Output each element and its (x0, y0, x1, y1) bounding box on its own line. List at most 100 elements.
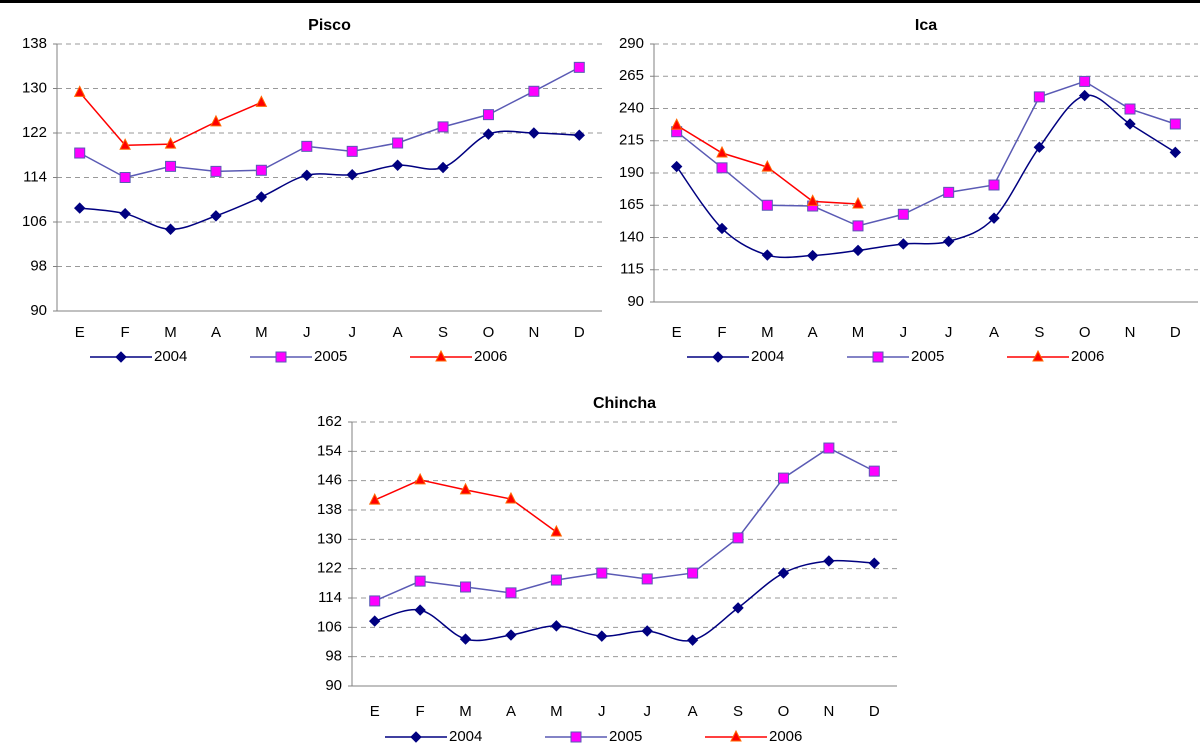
series-line (676, 80, 1176, 227)
y-tick-label: 290 (619, 35, 644, 52)
y-tick-label: 240 (619, 99, 644, 116)
x-tick-label: N (528, 324, 539, 341)
y-tick-label: 130 (22, 79, 47, 96)
x-tick-label: A (688, 703, 698, 720)
marker (482, 109, 494, 121)
y-tick-label: 154 (317, 442, 342, 459)
marker (988, 179, 1000, 191)
x-tick-label: E (75, 324, 85, 341)
y-tick-label: 90 (325, 677, 342, 694)
x-tick-label: O (778, 703, 790, 720)
marker (686, 634, 699, 646)
marker (716, 162, 728, 174)
marker (1078, 89, 1091, 102)
marker (1079, 75, 1091, 87)
y-tick-label: 122 (22, 124, 47, 141)
marker (570, 731, 582, 743)
legend-label: 2006 (474, 348, 507, 365)
marker (505, 587, 517, 599)
marker (255, 191, 268, 203)
x-tick-label: M (852, 324, 865, 341)
chart-title: Chincha (593, 395, 656, 412)
marker (573, 61, 585, 73)
y-tick-label: 115 (620, 261, 644, 278)
y-tick-label: 98 (30, 257, 47, 274)
x-tick-label: S (438, 324, 448, 341)
legend-label: 2005 (314, 348, 347, 365)
marker (852, 220, 864, 232)
marker (369, 595, 381, 607)
marker (165, 160, 177, 172)
marker (301, 140, 313, 152)
marker (550, 574, 562, 586)
legend-label: 2004 (751, 348, 784, 365)
series-line (374, 559, 875, 642)
marker (164, 137, 177, 149)
x-tick-label: N (823, 703, 834, 720)
marker (414, 472, 426, 485)
marker (777, 567, 790, 579)
marker (872, 351, 884, 363)
series-line (676, 94, 1176, 259)
marker (852, 244, 864, 257)
x-tick-label: E (672, 324, 682, 341)
x-tick-label: D (574, 324, 585, 341)
marker (255, 164, 267, 176)
marker (1124, 118, 1136, 130)
marker (1033, 91, 1045, 103)
x-tick-label: J (643, 703, 651, 720)
x-tick-label: M (761, 324, 774, 341)
y-tick-label: 114 (23, 168, 47, 185)
marker (115, 351, 127, 363)
y-tick-label: 138 (22, 35, 47, 52)
x-tick-label: A (808, 324, 818, 341)
x-tick-label: M (164, 324, 177, 341)
marker (505, 629, 517, 641)
marker (761, 159, 774, 172)
x-tick-label: M (459, 703, 472, 720)
marker (730, 729, 742, 742)
x-tick-label: J (303, 324, 311, 341)
marker (988, 212, 1000, 224)
x-tick-label: J (900, 324, 908, 341)
marker (670, 160, 683, 173)
marker (164, 223, 177, 235)
x-tick-label: F (121, 324, 130, 341)
y-tick-label: 98 (325, 648, 342, 665)
legend-label: 2005 (609, 728, 642, 745)
marker (410, 731, 422, 743)
marker (868, 465, 880, 477)
marker (942, 235, 955, 248)
marker (460, 581, 472, 593)
y-tick-label: 130 (317, 530, 342, 547)
top-border (0, 0, 1200, 3)
marker (897, 238, 910, 250)
series-line (79, 130, 580, 230)
marker (1124, 103, 1136, 115)
x-tick-label: D (869, 703, 880, 720)
x-tick-label: S (733, 703, 743, 720)
legend-label: 2005 (911, 348, 944, 365)
marker (641, 625, 653, 637)
marker (119, 172, 131, 183)
chart-title: Ica (915, 17, 937, 34)
marker (119, 207, 131, 220)
marker (641, 573, 653, 585)
marker (823, 442, 835, 454)
marker (573, 129, 585, 141)
x-tick-label: M (550, 703, 563, 720)
legend-label: 2004 (449, 728, 482, 745)
marker (1169, 146, 1182, 159)
marker (74, 202, 86, 214)
marker (437, 121, 449, 133)
marker (868, 557, 880, 569)
marker (528, 127, 540, 139)
marker (670, 118, 683, 130)
marker (1169, 118, 1181, 130)
marker (459, 482, 472, 495)
y-tick-label: 215 (619, 132, 644, 149)
marker (806, 249, 819, 262)
marker (761, 199, 773, 211)
marker (806, 194, 819, 206)
